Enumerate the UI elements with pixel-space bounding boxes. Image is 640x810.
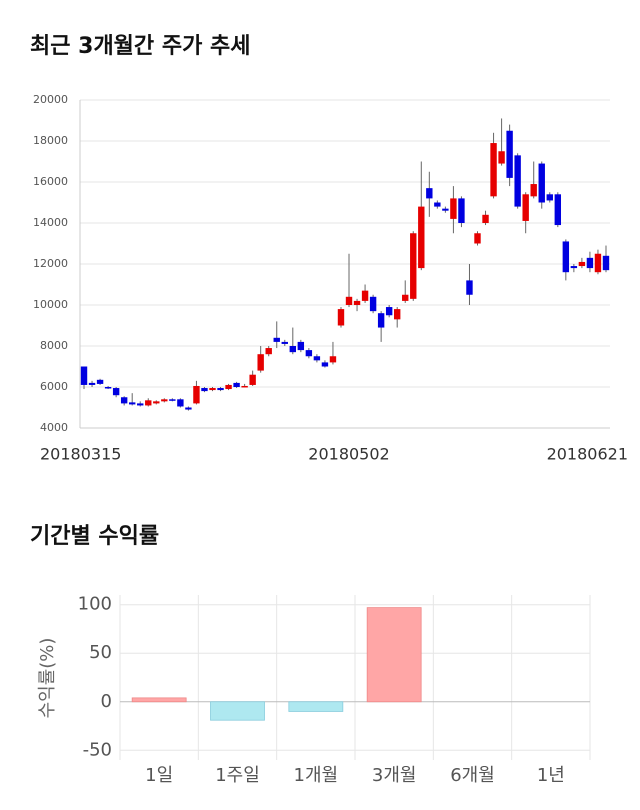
- candle-body: [80, 366, 88, 385]
- candle-body: [418, 206, 425, 269]
- candle-body: [241, 385, 248, 388]
- y-tick-label: 8000: [40, 339, 68, 352]
- candle-body: [426, 188, 433, 199]
- candle-body: [137, 403, 144, 406]
- bar: [288, 701, 344, 712]
- y-tick-label: 50: [89, 642, 112, 663]
- candle-body: [329, 356, 337, 363]
- y-tick-label: 100: [78, 594, 112, 615]
- candle-body: [490, 143, 497, 197]
- x-tick-label: 3개월: [372, 765, 417, 786]
- y-tick-label: 14000: [33, 216, 68, 229]
- candle-body: [474, 233, 481, 244]
- candle-body: [546, 194, 553, 201]
- candle-body: [402, 294, 409, 301]
- candle-body: [554, 194, 562, 226]
- candle-body: [281, 341, 288, 344]
- candle-body: [161, 399, 168, 402]
- candle-body: [562, 241, 570, 273]
- candle-body: [458, 198, 465, 223]
- candle-body: [586, 257, 594, 269]
- candle-body: [265, 348, 272, 355]
- candle-body: [522, 194, 529, 221]
- candle-body: [249, 374, 256, 385]
- chart-title: 기간별 수익률: [30, 524, 159, 549]
- candle-body: [217, 388, 224, 391]
- candle-body: [193, 385, 200, 404]
- y-tick-label: 12000: [33, 257, 68, 270]
- y-tick-label: 6000: [40, 380, 68, 393]
- bar: [131, 697, 187, 703]
- candle-body: [120, 397, 128, 404]
- candle-body: [538, 163, 545, 203]
- candle-body: [337, 309, 345, 326]
- candle-body: [361, 290, 369, 301]
- candle-body: [345, 296, 353, 305]
- bar: [210, 701, 265, 721]
- candle-body: [570, 266, 578, 269]
- candle-body: [257, 354, 264, 371]
- x-tick-label: 1개월: [294, 765, 339, 786]
- x-tick-label: 1주일: [215, 765, 260, 786]
- candle-body: [313, 356, 321, 361]
- candle-body: [88, 382, 96, 385]
- y-tick-label: 20000: [33, 93, 68, 106]
- y-tick-label: -50: [83, 739, 112, 760]
- candle-body: [128, 402, 136, 405]
- candle-body: [273, 337, 280, 342]
- candle-body: [169, 399, 176, 401]
- candle-body: [410, 233, 417, 299]
- candle-body: [209, 388, 216, 391]
- y-tick-label: 16000: [33, 175, 68, 188]
- candle-body: [153, 401, 160, 404]
- x-tick-label: 1년: [537, 765, 565, 786]
- bar: [366, 607, 422, 703]
- candle-body: [377, 313, 385, 328]
- candle-body: [506, 130, 513, 178]
- candle-body: [530, 184, 537, 197]
- candle-body: [305, 350, 313, 357]
- candle-body: [145, 400, 152, 406]
- candle-body: [393, 309, 401, 320]
- candle-body: [233, 382, 240, 387]
- candle-body: [225, 384, 232, 390]
- x-tick-label: 20180315: [40, 445, 121, 464]
- candle-body: [578, 261, 586, 267]
- y-tick-label: 0: [101, 691, 112, 712]
- x-tick-label: 20180621: [547, 445, 628, 464]
- candle-body: [112, 388, 120, 396]
- y-axis-title: 수익률(%): [37, 638, 58, 719]
- x-tick-label: 1일: [145, 765, 173, 786]
- y-tick-label: 10000: [33, 298, 68, 311]
- candle-body: [289, 346, 297, 353]
- candle-body: [185, 407, 192, 410]
- y-tick-label: 4000: [40, 421, 68, 434]
- candle-body: [450, 198, 457, 219]
- candle-body: [297, 341, 305, 351]
- candle-body: [385, 307, 393, 316]
- candle-body: [482, 214, 489, 223]
- candle-body: [514, 155, 521, 207]
- candle-body: [442, 208, 449, 211]
- candle-body: [434, 202, 441, 207]
- candle-body: [369, 296, 377, 312]
- candle-body: [177, 399, 184, 407]
- candle-body: [602, 255, 610, 271]
- candle-body: [104, 387, 112, 389]
- candle-body: [96, 379, 104, 384]
- y-tick-label: 18000: [33, 134, 68, 147]
- candle-body: [353, 300, 361, 305]
- candle-body: [594, 253, 602, 273]
- x-tick-label: 6개월: [450, 765, 495, 786]
- x-tick-label: 20180502: [308, 445, 389, 464]
- candle-body: [498, 151, 505, 164]
- candle-body: [321, 362, 329, 367]
- candle-body: [466, 280, 473, 295]
- chart-title: 최근 3개월간 주가 추세: [30, 34, 250, 59]
- candle-body: [201, 388, 208, 392]
